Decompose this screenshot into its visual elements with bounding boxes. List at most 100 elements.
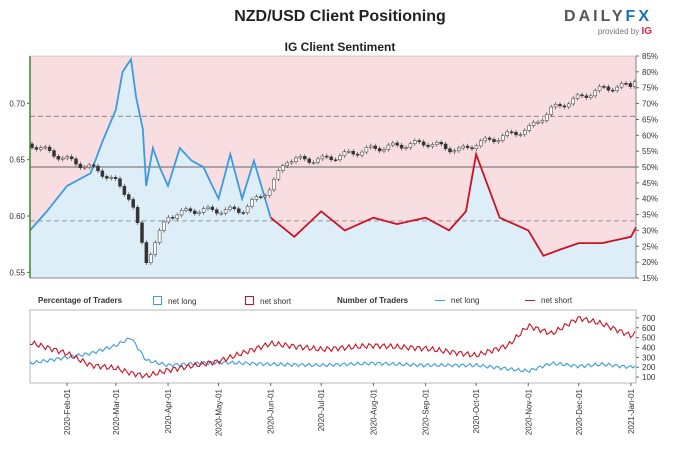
price-candle-body xyxy=(567,103,571,108)
price-candle-body xyxy=(509,131,514,134)
price-candle-body xyxy=(571,98,575,105)
price-candle-body xyxy=(351,151,355,155)
logo-daily-text: DAILY xyxy=(564,8,626,25)
price-candle-body xyxy=(153,242,157,255)
price-candle-body xyxy=(56,156,61,160)
price-candle-body xyxy=(294,157,298,162)
net-long-pct-line xyxy=(29,56,272,231)
price-candle-body xyxy=(254,196,259,200)
price-candle-body xyxy=(602,86,606,88)
price-candle-body xyxy=(157,230,162,243)
price-candle-body xyxy=(43,146,47,149)
price-tick-label: 0.55 xyxy=(9,268,25,277)
pct-tick-label: 85% xyxy=(642,52,658,61)
short-area-fill xyxy=(30,56,636,256)
price-candle-body xyxy=(527,125,531,131)
pct-legend-title: Percentage of Traders xyxy=(38,296,123,305)
pct-legend-short: net short xyxy=(245,296,291,306)
count-tick-label: 500 xyxy=(642,334,656,343)
price-candle-body xyxy=(325,155,329,158)
price-candle-body xyxy=(575,94,580,99)
price-candle-body xyxy=(333,159,338,161)
price-candle-body xyxy=(540,120,545,123)
price-candle-body xyxy=(245,205,250,213)
price-candle-body xyxy=(597,86,602,91)
price-candle-body xyxy=(562,105,567,108)
price-candle-body xyxy=(61,157,65,160)
date-tick-label: 2021-Jan-01 xyxy=(627,388,636,433)
price-candle-body xyxy=(118,178,122,187)
price-candle-body xyxy=(355,153,360,156)
price-candle-body xyxy=(91,164,96,167)
pct-tick-label: 80% xyxy=(642,68,658,77)
price-candle-body xyxy=(417,140,421,143)
price-candle-body xyxy=(100,170,105,177)
date-tick-label: 2020-Mar-01 xyxy=(112,388,121,434)
price-candle-body xyxy=(96,165,100,172)
date-tick-label: 2020-Nov-01 xyxy=(524,388,533,435)
price-candle-body xyxy=(241,212,245,214)
count-tick-label: 200 xyxy=(642,363,656,372)
date-tick-label: 2020-Apr-01 xyxy=(164,388,173,433)
price-candle-body xyxy=(228,206,232,210)
logo-provided-text: provided by xyxy=(597,27,640,36)
price-candle-body xyxy=(171,216,175,219)
price-candle-body xyxy=(338,155,342,161)
net-short-count-line xyxy=(30,315,636,379)
price-candle-body xyxy=(399,144,404,149)
price-candle-body xyxy=(487,137,492,140)
price-candle-body xyxy=(439,142,443,145)
price-candle-body xyxy=(179,210,184,216)
price-candle-body xyxy=(39,147,43,150)
pct-tick-label: 45% xyxy=(642,179,658,188)
price-candle-body xyxy=(201,208,206,213)
price-candle-body xyxy=(267,189,272,196)
price-candle-body xyxy=(184,208,188,211)
price-candle-body xyxy=(523,130,527,135)
price-candle-body xyxy=(536,121,540,124)
num-legend-long: net long xyxy=(435,296,479,305)
net-long-count-line xyxy=(29,337,636,374)
price-candle-body xyxy=(162,221,166,231)
price-candle-body xyxy=(144,242,149,263)
price-candle-body xyxy=(549,106,553,115)
price-candle-body xyxy=(611,89,615,92)
date-tick-label: 2020-Jul-01 xyxy=(317,388,326,431)
price-candle-body xyxy=(47,146,52,151)
price-candle-body xyxy=(210,206,215,210)
price-tick-label: 0.70 xyxy=(9,99,25,108)
count-tick-label: 100 xyxy=(642,373,656,382)
date-tick-label: 2020-Oct-01 xyxy=(472,388,481,433)
pct-tick-label: 20% xyxy=(642,258,658,267)
price-candle-body xyxy=(316,158,320,163)
price-candle-body xyxy=(452,150,457,153)
pct-tick-label: 70% xyxy=(642,100,658,109)
price-candle-body xyxy=(479,140,483,147)
date-tick-label: 2020-May-01 xyxy=(215,388,224,436)
price-candle-body xyxy=(492,139,496,142)
price-candle-body xyxy=(281,165,285,171)
price-candle-body xyxy=(465,145,470,148)
price-candle-body xyxy=(461,145,465,149)
price-candle-body xyxy=(263,195,267,198)
price-candle-body xyxy=(413,140,417,144)
price-candle-body xyxy=(52,150,56,157)
chart-subtitle: IG Client Sentiment xyxy=(284,40,396,54)
price-tick-label: 0.65 xyxy=(9,156,25,165)
net-long-line-swatch xyxy=(435,300,445,301)
price-candle-body xyxy=(443,143,448,150)
pct-tick-label: 35% xyxy=(642,211,658,220)
price-candle-body xyxy=(237,208,241,213)
price-candle-body xyxy=(65,156,69,159)
price-candle-body xyxy=(342,151,347,157)
price-candle-body xyxy=(364,147,369,153)
num-legend-short: net short xyxy=(525,296,572,305)
price-candle-body xyxy=(285,162,289,166)
price-candle-body xyxy=(109,177,113,179)
pct-tick-label: 60% xyxy=(642,131,658,140)
price-candle-body xyxy=(474,145,479,150)
price-candle-body xyxy=(373,145,377,149)
price-candle-body xyxy=(193,210,197,214)
price-candle-body xyxy=(483,137,487,142)
num-legend-short-label: net short xyxy=(541,296,573,305)
